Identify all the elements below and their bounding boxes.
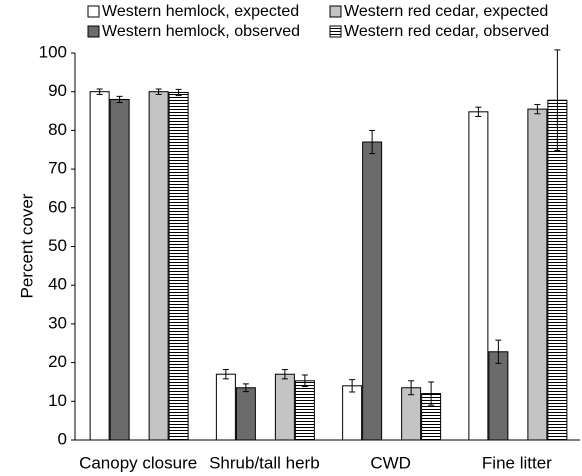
error-bar <box>475 106 482 117</box>
error-bar <box>116 95 123 104</box>
y-tick-label: 20 <box>48 352 67 371</box>
x-tick-label: Shrub/tall herb <box>209 453 320 472</box>
error-bar <box>408 380 415 396</box>
legend-swatch <box>329 5 342 18</box>
legend-label: Western red cedar, expected <box>344 3 548 20</box>
error-bar <box>369 129 376 155</box>
bar <box>168 91 189 441</box>
legend-swatch <box>329 25 342 38</box>
y-tick-label: 40 <box>48 275 67 294</box>
error-bar <box>349 379 356 393</box>
bar <box>294 380 315 441</box>
bar <box>362 141 383 441</box>
y-tick-label: 70 <box>48 159 67 178</box>
bar <box>401 387 422 441</box>
bar <box>342 385 363 441</box>
error-bar <box>96 88 103 95</box>
error-bar <box>281 369 288 380</box>
y-tick-label: 30 <box>48 313 67 332</box>
y-tick-label: 100 <box>39 42 67 61</box>
bar <box>109 98 130 441</box>
bar <box>488 351 509 441</box>
y-tick-label: 60 <box>48 197 67 216</box>
bar <box>148 91 169 441</box>
bar <box>547 99 568 441</box>
error-bar <box>428 381 435 406</box>
bar <box>89 91 110 441</box>
x-tick-label: CWD <box>370 453 411 472</box>
x-tick-label: Fine litter <box>482 453 552 472</box>
error-bar <box>175 88 182 97</box>
x-tick-label: Canopy closure <box>79 453 197 472</box>
y-tick-label: 90 <box>48 81 67 100</box>
error-bar <box>495 339 502 364</box>
error-bar <box>554 49 561 152</box>
y-tick-label: 10 <box>48 391 67 410</box>
y-tick-label: 50 <box>48 236 67 255</box>
y-tick-label: 0 <box>58 429 67 448</box>
bar <box>215 373 236 441</box>
bar <box>274 373 295 441</box>
bar <box>468 111 489 441</box>
bar <box>235 387 256 441</box>
legend-label: Western hemlock, observed <box>102 23 300 40</box>
error-bar <box>301 374 308 388</box>
legend-swatch <box>87 5 100 18</box>
legend-label: Western hemlock, expected <box>102 3 299 20</box>
error-bar <box>155 88 162 95</box>
y-axis-label: Percent cover <box>17 193 36 298</box>
bar <box>527 108 548 441</box>
error-bar <box>534 103 541 115</box>
legend-swatch <box>87 25 100 38</box>
legend-label: Western red cedar, observed <box>344 23 549 40</box>
error-bar <box>222 369 229 380</box>
error-bar <box>242 383 249 393</box>
y-tick-label: 80 <box>48 120 67 139</box>
